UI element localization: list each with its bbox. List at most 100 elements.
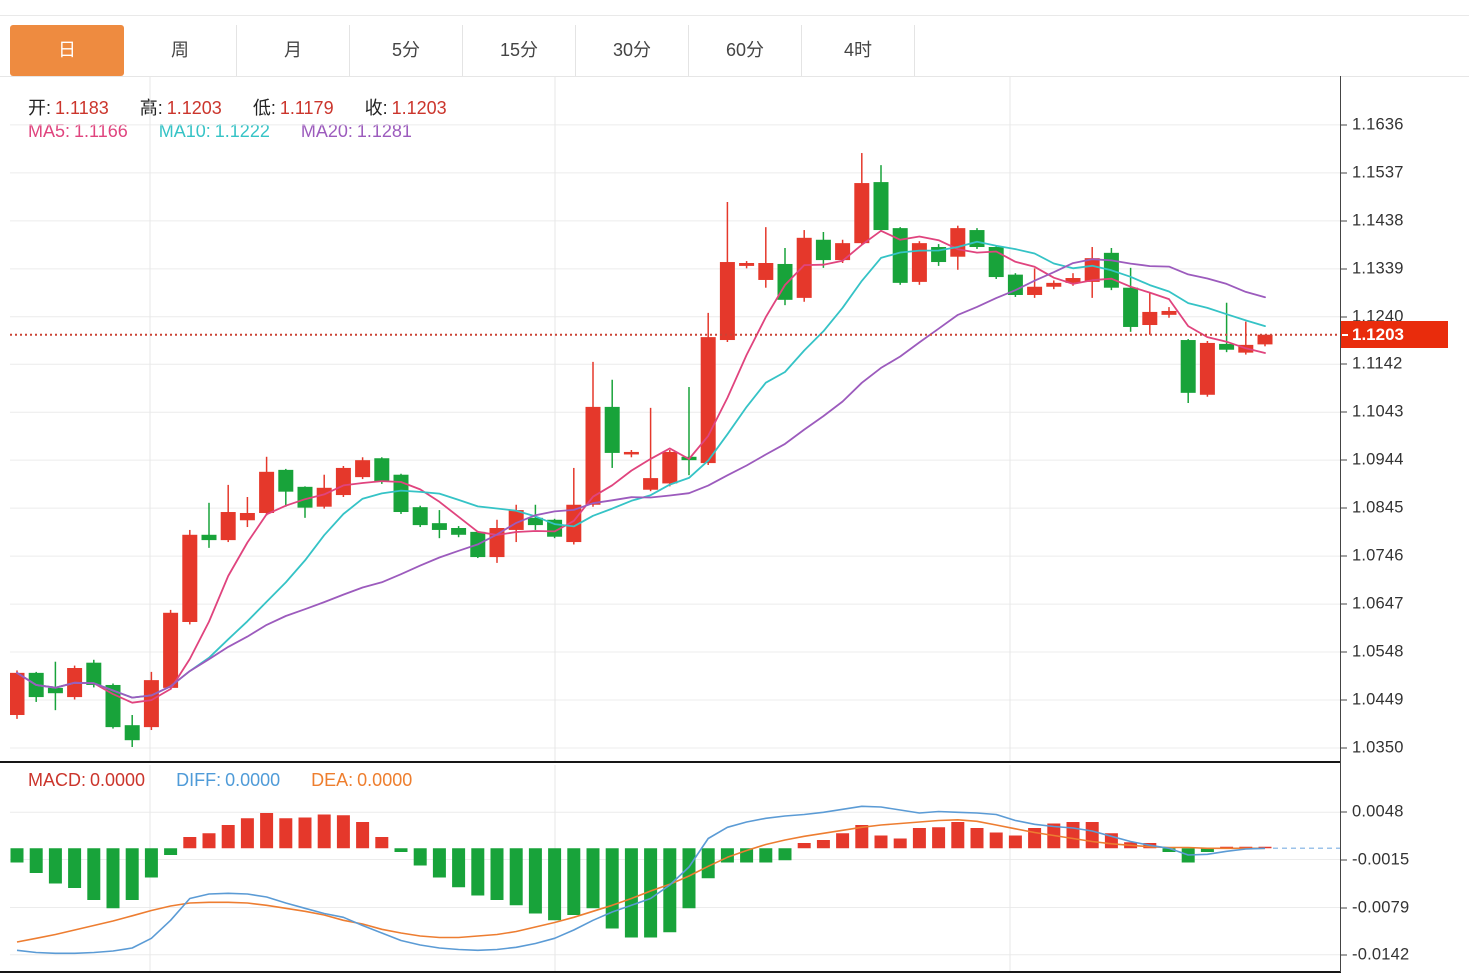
macd-hist-bar xyxy=(87,848,101,900)
price-tick-label: 1.0449 xyxy=(1340,690,1404,709)
price-tick-label: 1.0746 xyxy=(1340,547,1404,566)
candle-body xyxy=(739,263,755,266)
macd-hist-bar xyxy=(432,848,446,878)
candlestick-canvas[interactable] xyxy=(10,76,1340,762)
candle-body xyxy=(335,467,351,496)
ma5-line xyxy=(16,229,1266,704)
price-tick-label: 1.0845 xyxy=(1340,499,1404,518)
macd-axis: 0.0048 -0.0015 -0.0079 -0.0142 xyxy=(1340,0,1469,977)
macd-tick-label: -0.0142 xyxy=(1340,945,1409,964)
tab-month[interactable]: 月 xyxy=(237,25,350,76)
tab-30min[interactable]: 30分 xyxy=(576,25,689,76)
tab-5min[interactable]: 5分 xyxy=(350,25,463,76)
macd-canvas[interactable] xyxy=(10,765,1340,972)
macd-hist-bar xyxy=(624,848,638,938)
timeframe-tabbar: 日 周 月 5分 15分 30分 60分 4时 xyxy=(10,25,915,76)
ma20-label: MA20: xyxy=(300,121,353,141)
diff-line xyxy=(16,805,1266,955)
macd-hist-bar xyxy=(1066,822,1080,849)
ma5-value: 1.1166 xyxy=(74,121,128,141)
macd-hist-bar xyxy=(605,848,619,929)
macd-hist-bar xyxy=(893,838,907,849)
dea-label: DEA: xyxy=(311,770,354,790)
candle-body xyxy=(835,243,851,261)
price-tag-tick xyxy=(1342,333,1348,336)
tab-4hour[interactable]: 4时 xyxy=(802,25,915,76)
macd-hist-bar xyxy=(548,848,562,921)
candle-body xyxy=(1046,282,1062,287)
candle-body xyxy=(1257,334,1273,345)
candle-body xyxy=(700,337,716,464)
price-axis-line xyxy=(1340,76,1341,972)
macd-hist-bar xyxy=(567,848,581,915)
ma10-value: 1.1222 xyxy=(214,121,270,141)
tab-60min[interactable]: 60分 xyxy=(689,25,802,76)
current-price-value: 1.1203 xyxy=(1352,325,1404,345)
ma10-label: MA10: xyxy=(158,121,211,141)
macd-hist-bar xyxy=(106,848,120,909)
macd-hist-bar xyxy=(490,848,504,900)
candle-body xyxy=(969,230,985,248)
macd-hist-bar xyxy=(68,848,82,888)
macd-hist-bar xyxy=(874,835,888,849)
macd-hist-bar xyxy=(413,848,427,866)
macd-hist-bar xyxy=(855,825,869,849)
dea-line xyxy=(16,818,1265,943)
price-tick-label: 1.1142 xyxy=(1340,355,1402,374)
candle-body xyxy=(1084,258,1100,282)
candle-body xyxy=(297,486,313,508)
candle-body xyxy=(220,512,236,541)
macd-hist-bar xyxy=(932,827,946,849)
macd-tick-label: 0.0048 xyxy=(1340,803,1404,822)
open-label: 开: xyxy=(28,98,52,118)
price-tick-label: 1.0548 xyxy=(1340,643,1404,662)
top-divider xyxy=(0,15,1469,16)
high-value: 1.1203 xyxy=(166,98,222,118)
candle-body xyxy=(758,263,774,280)
candle-body xyxy=(1199,342,1215,395)
candle-body xyxy=(1142,311,1158,326)
macd-hist-bar xyxy=(1008,835,1022,849)
candle-body xyxy=(892,228,908,283)
price-tick-label: 1.1438 xyxy=(1340,211,1404,230)
macd-hist-bar xyxy=(221,825,235,849)
price-tick-label: 1.1339 xyxy=(1340,259,1404,278)
panel-divider xyxy=(0,761,1341,763)
candle-body xyxy=(911,243,927,282)
macd-hist-bar xyxy=(951,822,965,849)
candle-body xyxy=(316,487,332,507)
macd-hist-bar xyxy=(260,813,274,849)
macd-hist-bar xyxy=(644,848,658,938)
candle-body xyxy=(374,458,390,482)
low-label: 低: xyxy=(252,98,276,118)
candle-body xyxy=(815,239,831,261)
price-tick-label: 1.1043 xyxy=(1340,403,1404,422)
macd-hist-bar xyxy=(759,848,773,863)
candle-body xyxy=(278,469,294,492)
macd-hist-bar xyxy=(10,848,24,863)
macd-legend: MACD: 0.0000 DIFF: 0.0000 DEA: 0.0000 xyxy=(28,770,416,791)
candle-body xyxy=(143,680,159,728)
macd-hist-bar xyxy=(509,848,523,906)
current-price-tag: 1.1203 xyxy=(1341,321,1448,349)
price-tick-label: 1.1636 xyxy=(1340,115,1404,134)
bottom-divider xyxy=(0,971,1341,973)
chart-top-border xyxy=(0,76,1469,77)
macd-hist-bar xyxy=(125,848,139,900)
macd-hist-bar xyxy=(912,828,926,849)
tab-day[interactable]: 日 xyxy=(10,25,124,76)
macd-hist-bar xyxy=(797,843,811,849)
macd-tick-label: -0.0015 xyxy=(1340,850,1409,869)
diff-value: 0.0000 xyxy=(225,770,281,790)
macd-hist-bar xyxy=(586,848,600,909)
price-tick-label: 1.1537 xyxy=(1340,163,1404,182)
ma20-value: 1.1281 xyxy=(356,121,412,141)
candle-body xyxy=(604,406,620,453)
macd-hist-bar xyxy=(144,848,158,878)
tab-week[interactable]: 周 xyxy=(124,25,237,76)
candle-body xyxy=(412,507,428,526)
tab-15min[interactable]: 15分 xyxy=(463,25,576,76)
candle-body xyxy=(623,451,639,455)
macd-hist-bar xyxy=(528,848,542,914)
macd-hist-bar xyxy=(317,814,331,849)
